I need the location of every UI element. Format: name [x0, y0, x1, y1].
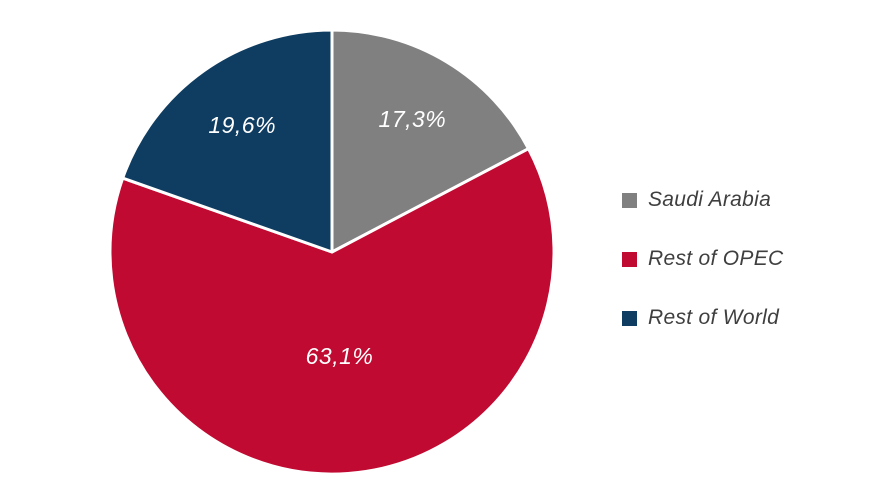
legend: Saudi Arabia Rest of OPEC Rest of World — [622, 188, 783, 330]
pie-slice-saudi-arabia — [330, 28, 530, 254]
legend-swatch-rest-of-world — [622, 310, 637, 326]
pie-slice-label-rest-of-opec: 63,1% — [306, 343, 374, 369]
legend-item-saudi-arabia: Saudi Arabia — [622, 188, 783, 212]
pie-slice-label-saudi-arabia: 17,3% — [379, 106, 447, 132]
legend-label: Rest of OPEC — [648, 247, 784, 270]
pie-slice-rest-of-world — [121, 28, 334, 254]
pie-slice-rest-of-opec — [108, 147, 556, 476]
legend-label: Saudi Arabia — [648, 188, 772, 211]
legend-item-rest-of-world: Rest of World — [622, 306, 783, 330]
legend-swatch-rest-of-opec — [622, 251, 637, 267]
legend-item-rest-of-opec: Rest of OPEC — [622, 247, 783, 271]
pie-slice-label-rest-of-world: 19,6% — [208, 112, 276, 138]
legend-swatch-saudi-arabia — [622, 192, 637, 208]
legend-label: Rest of World — [648, 306, 780, 329]
